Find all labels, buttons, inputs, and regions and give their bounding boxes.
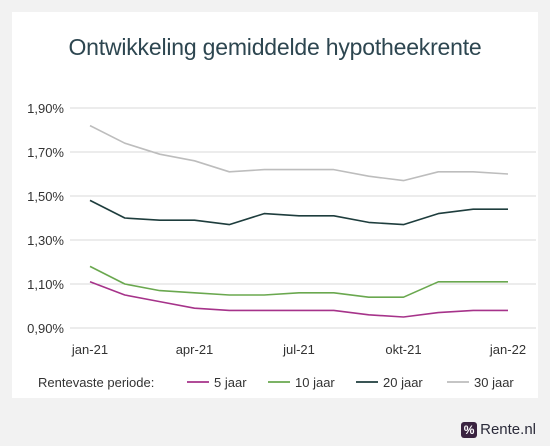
- y-tick-label: 1,50%: [27, 189, 64, 204]
- y-tick-label: 1,10%: [27, 277, 64, 292]
- legend-entry: 20 jaar: [383, 375, 423, 390]
- x-tick-label: jan-22: [489, 342, 526, 357]
- legend: Rentevaste periode: 5 jaar 10 jaar 20 jaar 3…: [38, 375, 514, 390]
- grid-lines: [70, 107, 536, 329]
- y-tick-label: 1,30%: [27, 233, 64, 248]
- y-tick-label: 0,90%: [27, 321, 64, 336]
- legend-entry: 5 jaar: [214, 375, 247, 390]
- y-tick-label: 1,70%: [27, 145, 64, 160]
- series-line-20-jaar: [89, 199, 508, 226]
- x-tick-label: apr-21: [176, 342, 214, 357]
- legend-title: Rentevaste periode:: [38, 375, 154, 390]
- series-line-5-jaar: [89, 281, 508, 318]
- x-tick-label: okt-21: [385, 342, 421, 357]
- brand-logo[interactable]: % Rente.nl: [461, 421, 536, 438]
- series-lines: [89, 124, 509, 318]
- y-tick-labels: 0,90% 1,10% 1,30% 1,50% 1,70% 1,90%: [27, 101, 64, 336]
- x-tick-label: jan-21: [71, 342, 108, 357]
- x-tick-labels: jan-21 apr-21 jul-21 okt-21 jan-22: [71, 342, 526, 357]
- chart-title: Ontwikkeling gemiddelde hypotheekrente: [68, 34, 482, 60]
- legend-entry: 30 jaar: [474, 375, 514, 390]
- series-line-10-jaar: [89, 265, 508, 299]
- percent-logo-icon: %: [461, 421, 478, 438]
- series-line-30-jaar: [89, 124, 509, 182]
- legend-entry: 10 jaar: [295, 375, 335, 390]
- y-tick-label: 1,90%: [27, 101, 64, 116]
- x-tick-label: jul-21: [282, 342, 315, 357]
- brand-name: Rente.nl: [480, 421, 536, 438]
